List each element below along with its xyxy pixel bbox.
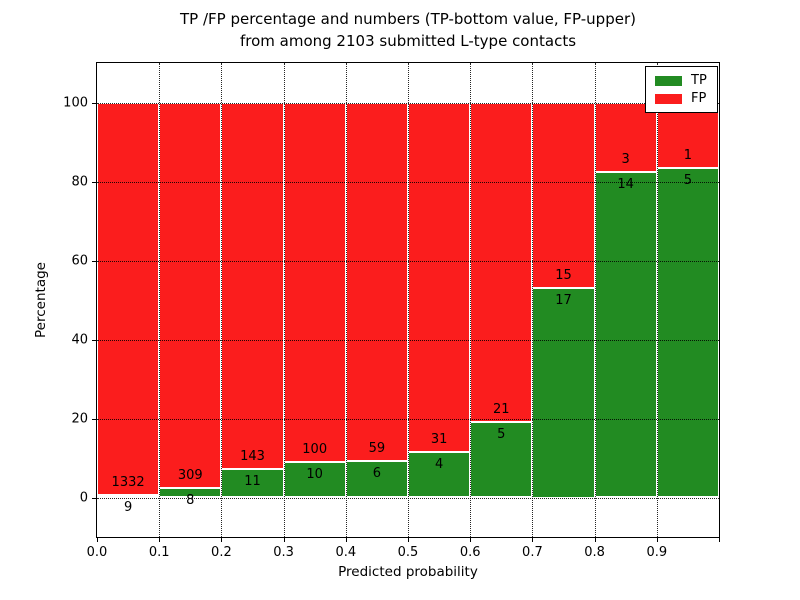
x-tick-mark: [221, 537, 223, 542]
fp-count-label: 1: [683, 148, 693, 164]
x-tick-mark: [719, 537, 720, 542]
tp-count-label: 5: [497, 426, 506, 442]
y-tick-mark: [92, 102, 97, 104]
y-tick-mark: [92, 497, 97, 499]
bar-segment-fp: [221, 102, 284, 470]
y-tick-label: 20: [71, 411, 88, 426]
x-tick-mark: [159, 537, 161, 542]
bar-segment-tp: [408, 452, 471, 498]
x-tick-label: 0.1: [148, 545, 170, 560]
plot-area: 1332 9 309 8 143 11 100 10 59 6 31 4 21 5 15 17 3 14 1 5 0 20…: [63, 62, 720, 560]
chart-title-line2: from among 2103 submitted L-type contact…: [239, 32, 577, 50]
legend-label-fp: FP: [691, 91, 707, 106]
chart-title: TP /FP percentage and numbers (TP-bottom…: [96, 8, 720, 52]
x-tick-label: 0.4: [335, 545, 357, 560]
fp-count-label: 100: [302, 441, 328, 457]
y-tick-label: 80: [71, 174, 88, 189]
bar-segment-fp: [345, 102, 408, 462]
x-gridline: [656, 63, 658, 537]
x-axis-label: Predicted probability: [338, 564, 478, 580]
bar-segment-tp: [594, 172, 657, 498]
y-axis-label: Percentage: [33, 262, 49, 338]
y-tick-mark: [92, 181, 97, 183]
x-tick-mark: [656, 537, 658, 542]
legend-item-fp: FP: [655, 92, 708, 105]
x-gridline: [532, 63, 534, 537]
x-gridline: [408, 63, 409, 537]
x-tick-label: 0.9: [646, 545, 668, 560]
x-tick-label: 0.5: [397, 545, 419, 560]
bar-segment-tp: [532, 287, 595, 498]
x-tick-label: 0.6: [459, 545, 481, 560]
fp-count-label: 143: [240, 449, 265, 465]
y-tick-label: 100: [63, 95, 88, 110]
bar-segment-fp: [470, 102, 533, 422]
x-tick-mark: [532, 537, 534, 542]
x-tick-label: 0.2: [211, 545, 232, 560]
bar-segment-fp: [97, 102, 160, 495]
tp-count-label: 10: [306, 466, 323, 482]
y-tick-mark: [92, 260, 97, 262]
x-gridline: [283, 63, 285, 537]
x-tick-mark: [97, 537, 98, 542]
x-tick-mark: [345, 537, 347, 542]
bar-segment-tp: [221, 469, 284, 498]
bar-segment-tp: [656, 168, 719, 498]
bar-segment-tp: [97, 494, 160, 498]
fp-count-label: 31: [430, 432, 448, 448]
bar-segment-fp: [283, 102, 346, 462]
bar-segment-tp: [283, 461, 346, 498]
legend: TP FP: [645, 66, 718, 113]
y-tick-mark: [92, 339, 97, 341]
chart-title-line1: TP /FP percentage and numbers (TP-bottom…: [180, 10, 636, 28]
x-tick-mark: [408, 537, 409, 542]
x-gridline: [594, 63, 596, 537]
fp-count-label: 59: [368, 441, 386, 457]
bar-segment-tp: [345, 461, 408, 498]
fp-count-label: 1332: [111, 474, 145, 490]
y-tick-label: 60: [71, 253, 88, 268]
x-tick-mark: [470, 537, 472, 542]
x-tick-label: 0.0: [86, 545, 108, 560]
x-tick-label: 0.3: [273, 545, 294, 560]
tp-count-label: 5: [683, 173, 693, 189]
x-gridline: [470, 63, 472, 537]
x-tick-mark: [594, 537, 596, 542]
fp-count-label: 15: [555, 267, 572, 283]
tp-count-label: 9: [123, 499, 133, 515]
legend-item-tp: TP: [655, 74, 708, 87]
tp-count-label: 8: [186, 492, 195, 508]
x-tick-label: 0.8: [584, 545, 605, 560]
tp-count-label: 11: [244, 474, 261, 490]
fp-count-label: 3: [621, 152, 630, 168]
tp-count-label: 6: [372, 466, 382, 482]
y-tick-mark: [92, 418, 97, 420]
fp-count-label: 21: [493, 401, 510, 417]
tp-count-label: 14: [617, 177, 634, 193]
y-tick-label: 40: [71, 332, 88, 347]
bar-segment-fp: [532, 102, 595, 288]
fp-swatch-icon: [655, 93, 682, 104]
x-tick-mark: [283, 537, 285, 542]
tp-count-label: 17: [555, 292, 572, 308]
tp-swatch-icon: [655, 75, 682, 86]
x-tick-label: 0.7: [522, 545, 543, 560]
x-gridline: [221, 63, 223, 537]
bar-segment-fp: [159, 102, 222, 488]
legend-label-tp: TP: [691, 73, 707, 88]
x-gridline: [159, 63, 161, 537]
y-tick-label: 0: [79, 490, 88, 505]
bar-segment-fp: [408, 102, 471, 453]
x-gridline: [345, 63, 347, 537]
fp-count-label: 309: [177, 467, 203, 483]
tp-count-label: 4: [434, 457, 444, 473]
